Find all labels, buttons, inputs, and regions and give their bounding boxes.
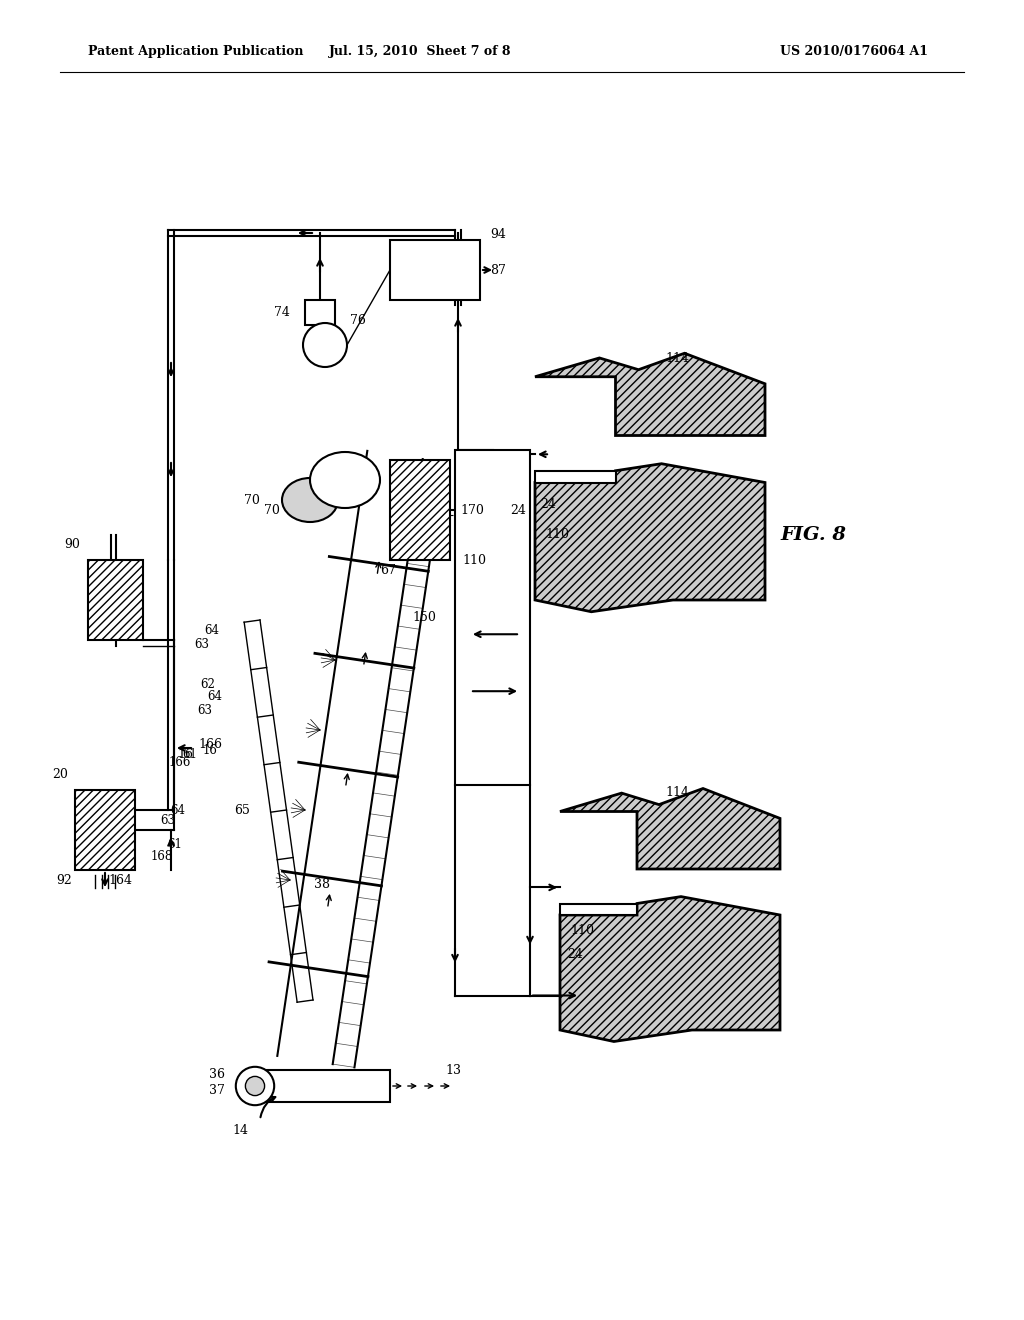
Text: 18: 18 bbox=[340, 483, 356, 496]
Text: 110: 110 bbox=[462, 553, 486, 566]
Bar bbox=[390, 240, 480, 300]
Text: 18: 18 bbox=[332, 475, 348, 488]
Circle shape bbox=[303, 323, 347, 367]
Bar bbox=[560, 903, 637, 915]
Polygon shape bbox=[560, 788, 780, 869]
Text: 13: 13 bbox=[445, 1064, 461, 1077]
Bar bbox=[75, 789, 135, 870]
Text: 110: 110 bbox=[545, 528, 569, 541]
Bar bbox=[390, 459, 450, 560]
Text: 61: 61 bbox=[182, 748, 198, 762]
Text: US 2010/0176064 A1: US 2010/0176064 A1 bbox=[780, 45, 928, 58]
Text: 70: 70 bbox=[244, 494, 260, 507]
Text: 63: 63 bbox=[195, 639, 210, 652]
Text: Scavenger: Scavenger bbox=[402, 260, 467, 271]
Text: 94: 94 bbox=[490, 228, 506, 242]
Text: 16: 16 bbox=[203, 743, 217, 756]
Bar bbox=[305, 300, 335, 325]
Text: 64: 64 bbox=[208, 690, 222, 704]
Text: 164: 164 bbox=[108, 874, 132, 887]
Text: 87: 87 bbox=[490, 264, 506, 276]
Text: Jul. 15, 2010  Sheet 7 of 8: Jul. 15, 2010 Sheet 7 of 8 bbox=[329, 45, 511, 58]
Text: 172: 172 bbox=[455, 503, 479, 516]
Text: 38: 38 bbox=[314, 879, 330, 891]
Bar bbox=[535, 471, 615, 483]
Text: 90: 90 bbox=[65, 539, 80, 552]
Text: 62: 62 bbox=[201, 678, 215, 692]
Text: 37: 37 bbox=[209, 1085, 225, 1097]
Text: 170: 170 bbox=[460, 503, 484, 516]
Text: 36: 36 bbox=[209, 1068, 225, 1081]
Text: Patent Application Publication: Patent Application Publication bbox=[88, 45, 303, 58]
Text: Filter: Filter bbox=[418, 275, 453, 285]
Text: 114: 114 bbox=[665, 787, 689, 800]
Bar bbox=[250, 1071, 390, 1102]
Text: 24: 24 bbox=[540, 499, 556, 511]
Ellipse shape bbox=[282, 478, 338, 521]
Text: 63: 63 bbox=[198, 704, 213, 717]
Text: 166: 166 bbox=[198, 738, 222, 751]
Text: 150: 150 bbox=[412, 611, 436, 624]
Circle shape bbox=[246, 1076, 264, 1096]
Text: 24: 24 bbox=[510, 503, 526, 516]
Text: 150: 150 bbox=[399, 524, 423, 536]
Text: 166: 166 bbox=[169, 755, 191, 768]
Text: 74: 74 bbox=[274, 306, 290, 319]
Text: 114: 114 bbox=[665, 351, 689, 364]
Text: 16: 16 bbox=[177, 748, 193, 762]
Bar bbox=[88, 560, 143, 640]
Text: 92: 92 bbox=[56, 874, 72, 887]
Text: 70: 70 bbox=[264, 503, 280, 516]
Text: 76: 76 bbox=[350, 314, 366, 326]
Text: 14: 14 bbox=[232, 1123, 248, 1137]
Ellipse shape bbox=[310, 451, 380, 508]
Text: 63: 63 bbox=[161, 813, 175, 826]
Text: 67: 67 bbox=[380, 564, 396, 577]
Polygon shape bbox=[535, 354, 765, 436]
Circle shape bbox=[236, 1067, 274, 1105]
Text: 110: 110 bbox=[570, 924, 594, 936]
Bar bbox=[455, 450, 530, 785]
Text: 65: 65 bbox=[234, 804, 250, 817]
Text: 168: 168 bbox=[151, 850, 173, 863]
Text: 64: 64 bbox=[205, 623, 219, 636]
Polygon shape bbox=[535, 463, 765, 611]
Text: 20: 20 bbox=[52, 768, 68, 781]
Text: FIG. 8: FIG. 8 bbox=[780, 525, 846, 544]
Text: 61: 61 bbox=[168, 838, 182, 851]
Polygon shape bbox=[560, 896, 780, 1041]
Text: 64: 64 bbox=[171, 804, 185, 817]
Text: 24: 24 bbox=[567, 949, 583, 961]
